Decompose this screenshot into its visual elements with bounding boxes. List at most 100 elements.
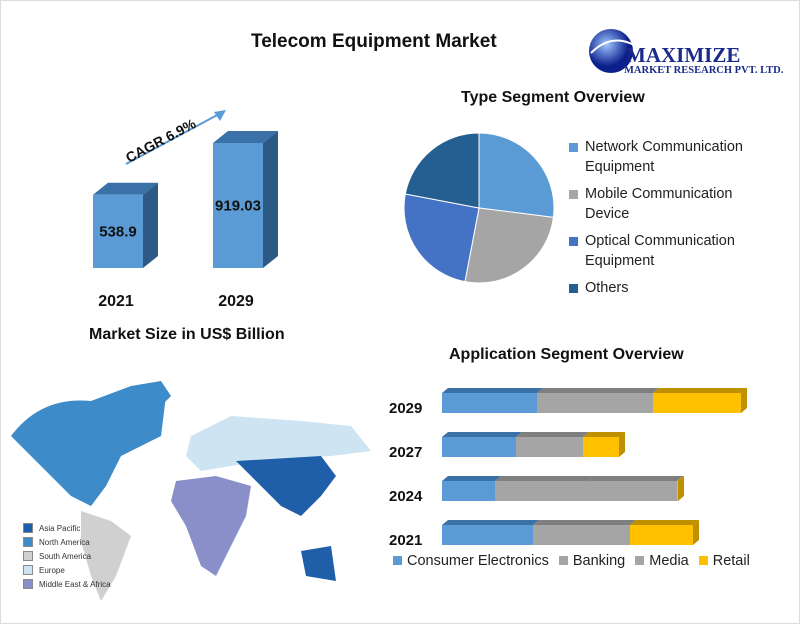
globe-logo-icon <box>589 29 635 73</box>
segment-top <box>630 520 699 525</box>
legend-label: Optical Communication Equipment <box>585 233 735 269</box>
legend-label: Network Communication Equipment <box>585 139 743 175</box>
bar-top <box>93 182 158 195</box>
middle-east-africa-region <box>171 476 251 576</box>
legend-swatch <box>23 551 33 561</box>
year-label: 2027 <box>389 444 422 461</box>
cagr-arrow <box>125 112 222 165</box>
segment-top <box>442 388 543 393</box>
bar-side <box>619 432 625 457</box>
south-america-region <box>81 511 131 601</box>
logo-name: MAXIMIZE <box>626 43 741 67</box>
bar-top <box>213 131 278 143</box>
segment-retail <box>653 393 741 413</box>
segment-banking <box>495 481 588 501</box>
legend-label: North America <box>39 537 90 547</box>
year-label: 2021 <box>389 532 422 549</box>
year-label: 2029 <box>218 293 254 310</box>
legend-label: South America <box>39 551 92 561</box>
legend-swatch <box>393 556 402 565</box>
legend-item: Mobile Communication Device <box>569 184 770 224</box>
map-legend: Asia Pacific North America South America Eu… <box>23 521 111 591</box>
cagr-label: CAGR 6.9% <box>123 115 199 166</box>
application-legend: Consumer Electronics Banking Media Retail <box>393 553 760 569</box>
segment-top <box>653 388 747 393</box>
bar-side <box>143 182 158 268</box>
page-title: Telecom Equipment Market <box>251 31 497 52</box>
segment-top <box>495 476 594 481</box>
north-america-region <box>11 386 166 506</box>
legend-label: Asia Pacific <box>39 523 81 533</box>
legend-swatch <box>635 556 645 565</box>
bar-side <box>678 476 684 501</box>
legend-item: Consumer Electronics <box>393 553 549 569</box>
legend-label: Media <box>649 553 689 569</box>
type-pie-chart <box>403 132 555 284</box>
legend-swatch <box>23 565 33 575</box>
segment-banking <box>537 393 653 413</box>
world-map <box>11 381 371 601</box>
arrow-head-icon <box>214 110 226 121</box>
segment-top <box>442 476 501 481</box>
legend-swatch <box>23 523 33 533</box>
bar-side <box>263 131 278 268</box>
segment-top <box>533 520 636 525</box>
map-legend-item: Asia Pacific <box>23 521 111 535</box>
year-label: 2021 <box>98 293 134 310</box>
bar-2021 <box>93 194 143 268</box>
segment-consumer-electronics <box>442 393 537 413</box>
legend-swatch <box>558 556 568 565</box>
segment-media <box>588 481 677 501</box>
segment-banking <box>516 437 583 457</box>
legend-swatch <box>23 579 33 589</box>
legend-item: Network Communication Equipment <box>569 137 770 177</box>
segment-top <box>516 432 589 437</box>
segment-consumer-electronics <box>442 481 495 501</box>
legend-label: Mobile Communication Device <box>585 186 733 222</box>
segment-top <box>442 520 539 525</box>
map-legend-item: South America <box>23 549 111 563</box>
segment-top <box>442 432 522 437</box>
application-bar-chart: 2029 2027 2024 2021 <box>389 388 747 549</box>
greenland-region <box>131 381 171 416</box>
market-size-label: Market Size in US$ Billion <box>89 326 285 343</box>
legend-item: Optical Communication Equipment <box>569 231 770 271</box>
map-legend-item: North America <box>23 535 111 549</box>
legend-label: Banking <box>572 553 626 569</box>
pie-title: Type Segment Overview <box>461 89 645 106</box>
asia-pacific-region <box>236 456 336 516</box>
legend-swatch <box>569 284 578 293</box>
legend-label: Consumer Electronics <box>407 553 549 569</box>
market-size-chart: 538.9 2021 919.03 2029 CAGR 6.9% <box>93 110 278 310</box>
legend-label: Europe <box>39 565 65 575</box>
pie-slice <box>478 132 555 218</box>
bar-2029 <box>213 143 263 268</box>
legend-label: Others <box>585 280 629 296</box>
segment-consumer-electronics <box>442 525 533 545</box>
segment-top <box>583 432 625 437</box>
segment-retail <box>583 437 619 457</box>
year-label: 2029 <box>389 400 422 417</box>
pie-slice <box>464 207 554 284</box>
year-label: 2024 <box>389 488 423 505</box>
logo-subtitle: MARKET RESEARCH PVT. LTD. <box>624 65 784 76</box>
segment-top <box>677 476 684 481</box>
segment-consumer-electronics <box>442 437 516 457</box>
legend-label: Retail <box>712 553 750 569</box>
pie-legend: Network Communication Equipment Mobile Co… <box>569 137 769 305</box>
legend-item: Retail <box>698 553 750 569</box>
segment-top <box>537 388 659 393</box>
map-legend-item: Middle East & Africa <box>23 577 111 591</box>
bar-side <box>693 520 699 545</box>
legend-item: Banking <box>558 553 626 569</box>
legend-swatch <box>569 190 578 199</box>
map-legend-item: Europe <box>23 563 111 577</box>
legend-label: Middle East & Africa <box>39 579 111 589</box>
europe-region <box>186 416 371 471</box>
legend-swatch <box>698 556 708 565</box>
bar-value: 919.03 <box>215 198 261 215</box>
bar-value: 538.9 <box>99 223 137 240</box>
legend-item: Others <box>569 278 770 298</box>
legend-swatch <box>569 143 578 152</box>
